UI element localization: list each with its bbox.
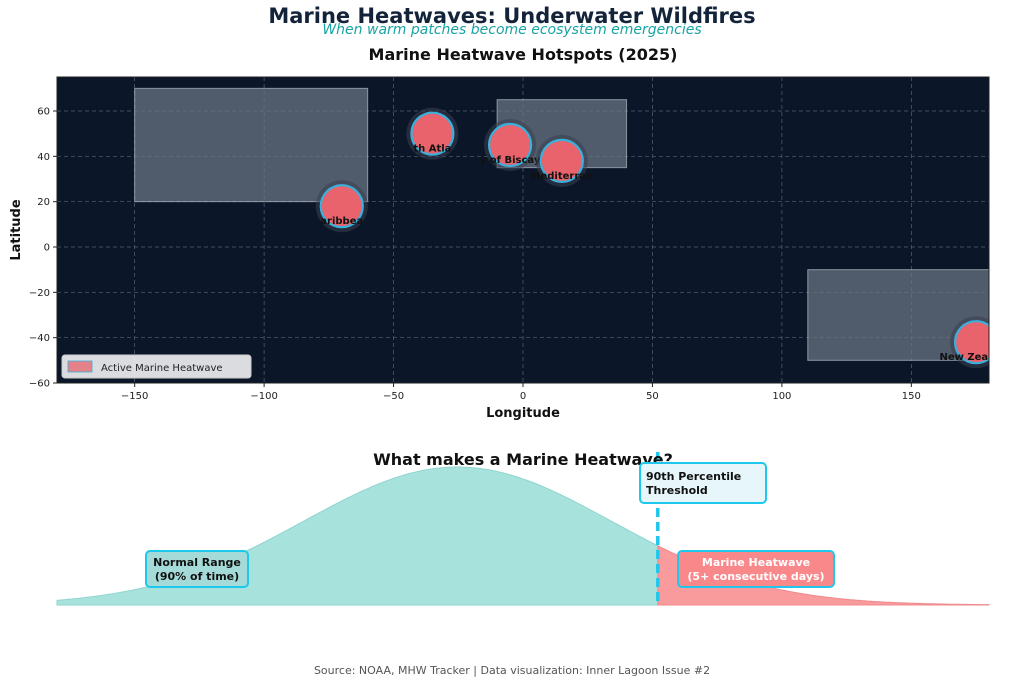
hotspot-label: New Zealand: [940, 352, 1013, 363]
page-title: Marine Heatwaves: Underwater Wildfires: [268, 4, 756, 28]
map-frame: [56, 76, 990, 384]
hotspot-label: aribbea: [320, 216, 363, 227]
y-tick-label: −60: [29, 379, 50, 390]
legend-swatch: [67, 360, 93, 373]
hotspot-point: [487, 122, 533, 168]
map-plot-area: aribbea th Atla y of Biscay Mediterran New Z…: [134, 87, 1013, 369]
y-tick-label: 40: [37, 152, 50, 163]
y-tick-label: −20: [29, 288, 50, 299]
hotspot-label: Mediterran: [531, 171, 594, 182]
y-tick-label: 20: [37, 197, 50, 208]
heatwave-label-box: [677, 550, 835, 588]
x-tick-label: −100: [250, 391, 277, 402]
x-tick-label: 150: [902, 391, 921, 402]
map-title: Marine Heatwave Hotspots (2025): [369, 45, 678, 64]
source-note: Source: NOAA, MHW Tracker | Data visuali…: [313, 664, 711, 677]
heatwave-region: [134, 87, 369, 203]
threshold-label-text: Threshold: [646, 484, 708, 497]
normal-range-label: Normal Range(90% of time): [145, 550, 249, 588]
x-axis-label: Longitude: [486, 406, 560, 421]
y-axis-label: Latitude: [9, 199, 24, 261]
y-tick-label: 60: [37, 107, 50, 118]
legend-label: Active Marine Heatwave: [101, 363, 223, 374]
hotspot-point: [319, 184, 364, 229]
y-tick-label: 0: [44, 243, 50, 254]
page-subtitle: When warm patches become ecosystem emerg…: [322, 22, 702, 38]
x-tick-label: −150: [121, 391, 148, 402]
x-tick-label: 100: [772, 391, 791, 402]
hotspot-point: [539, 138, 584, 183]
hotspot-label: y of Biscay: [480, 155, 541, 166]
threshold-label-text: 90th Percentile: [646, 470, 741, 483]
normal-range-label-box: [145, 550, 249, 588]
hotspot-label: th Atla: [413, 144, 451, 155]
heatwave-label: Marine Heatwave(5+ consecutive days): [677, 550, 835, 588]
hotspot-point: [410, 111, 455, 156]
x-tick-label: 50: [646, 391, 659, 402]
legend-box: [61, 354, 252, 379]
distribution-title: What makes a Marine Heatwave?: [373, 450, 673, 469]
threshold-label-box: [639, 462, 767, 504]
x-tick-label: 0: [520, 391, 526, 402]
x-tick-label: −50: [383, 391, 404, 402]
normal-range-label-text: (90% of time): [155, 570, 239, 583]
heatwave-label-text: (5+ consecutive days): [687, 570, 824, 583]
y-tick-label: −40: [29, 333, 50, 344]
hotspot-point: [953, 320, 989, 365]
heatwave-label-text: Marine Heatwave: [702, 556, 810, 569]
normal-range-label-text: Normal Range: [153, 556, 241, 569]
